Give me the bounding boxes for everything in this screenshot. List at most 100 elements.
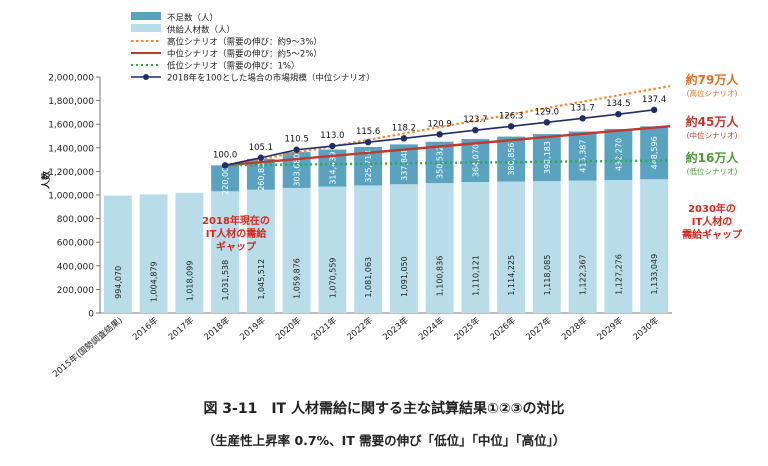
supply-label: 1,127,276 <box>614 254 623 295</box>
market-index-label: 115.6 <box>356 127 380 137</box>
supply-label: 1,081,063 <box>364 257 373 298</box>
legend-supply-swatch <box>131 24 161 32</box>
x-tick-label: 2026年 <box>488 315 519 343</box>
supply-label: 1,110,121 <box>471 255 480 296</box>
market-index-label: 137.4 <box>642 95 666 105</box>
supply-label: 1,004,879 <box>150 261 159 302</box>
market-index-point <box>650 106 658 114</box>
shortage-label: 314,439 <box>328 152 337 185</box>
y-tick-label: 1,200,000 <box>48 168 94 178</box>
annotation-mid-sub: (中位シナリオ) <box>687 130 738 140</box>
supply-label: 1,114,225 <box>507 255 516 296</box>
annotation-high-sub: (高位シナリオ) <box>687 88 738 98</box>
x-tick-label: 2015年(国勢調査結果) <box>51 315 125 380</box>
legend-supply-label: 供給人材数（人） <box>167 25 235 36</box>
shortage-label: 303,680 <box>293 153 302 186</box>
supply-bar <box>246 189 275 313</box>
market-index-label: 110.5 <box>284 135 308 145</box>
y-tick-label: 2,000,000 <box>48 74 94 84</box>
shortage-label: 415,387 <box>579 140 588 173</box>
supply-label: 1,018,099 <box>185 261 194 302</box>
supply-bar <box>211 191 240 313</box>
y-tick-label: 1,600,000 <box>48 121 94 131</box>
y-tick-label: 1,800,000 <box>48 97 94 107</box>
legend-index-marker <box>143 74 149 80</box>
shortage-bar <box>532 134 561 182</box>
x-tick-label: 2020年 <box>273 315 304 343</box>
market-index-point <box>329 142 336 150</box>
market-index-label: 126.3 <box>499 111 523 121</box>
y-axis-label: 人数 <box>40 170 52 190</box>
supply-label: 1,070,559 <box>328 257 337 298</box>
x-tick-label: 2018年 <box>202 315 233 343</box>
legend-shortage-label: 不足数（人） <box>167 13 218 24</box>
annotation-gap-2030: 需給ギャップ <box>682 228 743 241</box>
y-tick-label: 1,400,000 <box>48 144 94 154</box>
shortage-label: 260,835 <box>257 158 266 191</box>
shortage-label: 448,596 <box>650 136 659 169</box>
market-index-label: 134.5 <box>606 99 630 109</box>
supply-bar <box>175 192 204 313</box>
x-tick-label: 2019年 <box>238 315 269 343</box>
annotation-gap-2030: IT人材の <box>692 215 733 228</box>
x-tick-label: 2029年 <box>595 315 626 343</box>
supply-label: 1,091,050 <box>400 256 409 297</box>
market-index-label: 118.2 <box>392 123 416 133</box>
market-index-label: 120.9 <box>427 119 451 129</box>
shortage-label: 337,848 <box>400 148 409 181</box>
shortage-bar <box>211 165 240 192</box>
y-tick-label: 0 <box>88 310 94 320</box>
legend-mid-label: 中位シナリオ（需要の伸び：約5～2%） <box>167 49 322 60</box>
supply-bar <box>640 179 669 313</box>
x-tick-label: 2028年 <box>559 315 590 343</box>
market-index-point <box>364 138 372 146</box>
supply-bar <box>389 184 418 313</box>
shortage-bar <box>461 139 490 183</box>
x-tick-label: 2022年 <box>345 315 376 343</box>
market-index-point <box>579 115 586 122</box>
market-index-point <box>472 126 479 134</box>
supply-label: 1,122,367 <box>579 254 588 295</box>
market-index-label: 113.0 <box>320 131 344 141</box>
legend-high-label: 高位シナリオ（需要の伸び：約9～3%） <box>167 37 322 48</box>
supply-bar <box>604 179 633 313</box>
supply-bar <box>103 195 132 313</box>
supply-bar <box>425 183 454 313</box>
annotation-mid-main: 約45万人 <box>686 114 740 129</box>
supply-bar <box>354 185 383 313</box>
market-index-point <box>400 135 408 142</box>
market-index-point <box>221 162 229 169</box>
y-tick-label: 800,000 <box>57 215 94 225</box>
market-index-label: 131.7 <box>570 103 594 113</box>
market-index-label: 123.7 <box>463 115 487 125</box>
annotation-low-sub: (低位シナリオ) <box>687 166 738 176</box>
y-tick-label: 200,000 <box>57 286 94 296</box>
legend-shortage-swatch <box>131 12 161 20</box>
supply-label: 994,070 <box>114 266 123 299</box>
shortage-label: 380,856 <box>507 143 516 176</box>
market-index-label: 105.1 <box>249 143 273 153</box>
x-tick-label: 2030年 <box>631 315 662 343</box>
shortage-bar <box>604 128 633 180</box>
market-index-point <box>615 110 622 118</box>
shortage-label: 432,270 <box>614 138 623 171</box>
annotation-low-main: 約16万人 <box>686 150 740 165</box>
figure-caption-subtitle: （生産性上昇率 0.7%、IT 需要の伸び「低位」「中位」「高位」） <box>202 433 566 448</box>
supply-label: 1,059,876 <box>293 258 302 299</box>
annotation-high-main: 約79万人 <box>686 72 740 87</box>
x-tick-label: 2024年 <box>416 315 447 343</box>
annotation-gap-2030: 2030年の <box>688 202 736 215</box>
y-tick-label: 400,000 <box>57 262 94 272</box>
supply-bar <box>532 181 561 313</box>
market-index-point <box>543 119 551 126</box>
low-scenario-line <box>225 159 671 167</box>
shortage-label: 364,070 <box>471 144 480 177</box>
supply-label: 1,100,836 <box>436 256 445 297</box>
market-index-label: 129.0 <box>535 107 559 117</box>
shortage-bar <box>568 131 597 181</box>
market-index-point <box>257 154 265 161</box>
figure-caption-title: 図 3-11 IT 人材需給に関する主な試算結果①②③の対比 <box>203 401 565 417</box>
annotation-gap-2018: 2018年現在の <box>202 214 270 227</box>
supply-bar <box>282 187 311 313</box>
